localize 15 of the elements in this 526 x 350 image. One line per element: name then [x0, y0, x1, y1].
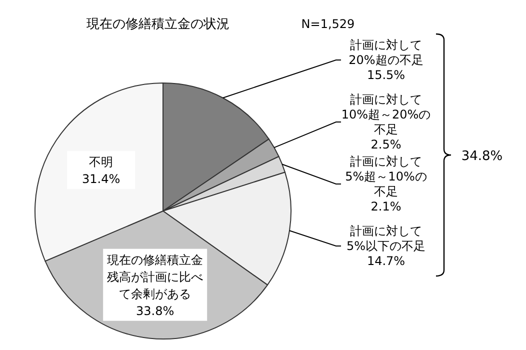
slice-label: 計画に対して5%以下の不足	[346, 224, 426, 253]
data-label: 2.5%	[370, 138, 402, 152]
data-label: 2.1%	[370, 200, 402, 214]
text: 34.8%	[461, 149, 503, 164]
data-label: 31.4%	[82, 172, 120, 186]
slice-label: 計画に対して5%超～10%の不足	[345, 154, 427, 198]
chart-title: 現在の修繕積立金の状況	[86, 16, 230, 32]
text: N=1,529	[301, 17, 355, 31]
slice-label: 不明	[89, 155, 114, 170]
data-label: 14.7%	[366, 254, 406, 268]
slice-label: 計画に対して10%超～20%の不足	[341, 92, 431, 136]
data-label: 15.5%	[366, 68, 406, 82]
slice-label: 現在の修繕積立金残高が計画に比べて余剰がある	[107, 252, 204, 301]
data-label: 33.8%	[136, 304, 174, 318]
slice-label: 計画に対して20%超の不足	[348, 38, 424, 67]
